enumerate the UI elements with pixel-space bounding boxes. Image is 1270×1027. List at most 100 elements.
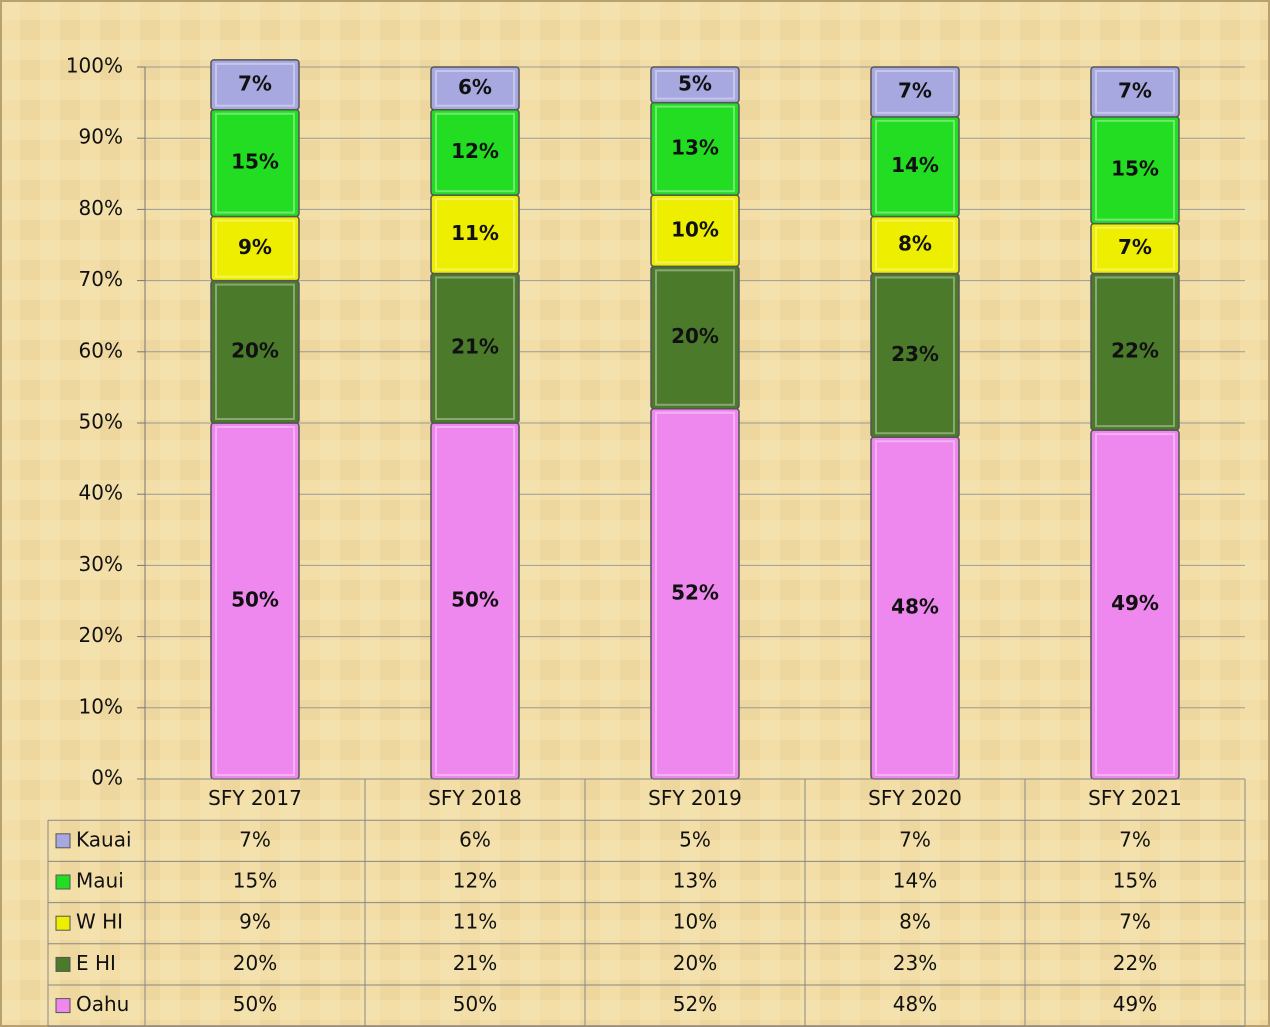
- table-cell: 52%: [673, 992, 717, 1016]
- bar-bevel: [1095, 119, 1175, 221]
- table-cell: 9%: [239, 910, 271, 934]
- bar-bevel: [875, 276, 955, 435]
- table-cell: 48%: [893, 992, 937, 1016]
- legend-swatch: [55, 833, 71, 849]
- data-label: 10%: [671, 217, 719, 241]
- table-cell: 7%: [1119, 910, 1151, 934]
- table-cell: 50%: [233, 992, 277, 1016]
- data-label: 22%: [1111, 338, 1159, 362]
- data-label: 9%: [238, 235, 272, 259]
- bar-bevel: [655, 411, 735, 776]
- table-cell: 49%: [1113, 992, 1157, 1016]
- legend-swatch: [55, 956, 71, 972]
- table-cell: 6%: [459, 827, 491, 851]
- table-cell: 11%: [453, 910, 497, 934]
- bar-segment: [1090, 66, 1180, 118]
- bar-segment: [650, 66, 740, 104]
- bar-bevel: [1095, 433, 1175, 776]
- table-cell: 21%: [453, 951, 497, 975]
- data-label: 11%: [451, 221, 499, 245]
- bar-bevel: [1095, 226, 1175, 271]
- bar-segment: [430, 66, 520, 111]
- bar-bevel: [875, 219, 955, 271]
- y-tick-label: 90%: [79, 125, 123, 149]
- legend-label: Maui: [76, 869, 124, 893]
- bar-bevel: [215, 62, 295, 107]
- legend-label: W HI: [76, 910, 123, 934]
- y-tick-label: 60%: [79, 338, 123, 362]
- data-label: 21%: [451, 335, 499, 359]
- data-label: 8%: [898, 232, 932, 256]
- y-tick-label: 30%: [79, 552, 123, 576]
- table-cell: 10%: [673, 910, 717, 934]
- bar-segment: [210, 59, 300, 111]
- data-label: 20%: [231, 338, 279, 362]
- legend-label: E HI: [76, 951, 116, 975]
- data-label: 20%: [671, 324, 719, 348]
- data-label: 13%: [671, 135, 719, 159]
- legend-swatch: [55, 915, 71, 931]
- bar-bevel: [875, 440, 955, 776]
- y-tick-label: 100%: [66, 54, 123, 78]
- bar-bevel: [435, 70, 515, 107]
- data-label: 49%: [1111, 591, 1159, 615]
- table-cell: 50%: [453, 992, 497, 1016]
- table-cell: 5%: [679, 827, 711, 851]
- y-tick-label: 40%: [79, 481, 123, 505]
- legend-swatch: [55, 998, 71, 1014]
- data-label: 5%: [678, 71, 712, 95]
- y-tick-label: 0%: [91, 766, 123, 790]
- table-cell: 15%: [233, 869, 277, 893]
- table-cell: 15%: [1113, 869, 1157, 893]
- table-cell: 12%: [453, 869, 497, 893]
- table-cell: 23%: [893, 951, 937, 975]
- data-label: 7%: [238, 71, 272, 95]
- bar-bevel: [655, 198, 735, 264]
- bar-bevel: [875, 119, 955, 214]
- bar-bevel: [875, 70, 955, 114]
- y-tick-label: 50%: [79, 410, 123, 434]
- data-label: 7%: [898, 78, 932, 102]
- table-cell: 14%: [893, 869, 937, 893]
- bar-bevel: [215, 112, 295, 214]
- data-label: 6%: [458, 75, 492, 99]
- data-label: 7%: [1118, 78, 1152, 102]
- x-tick-label: SFY 2021: [1088, 786, 1182, 810]
- legend-label: Kauai: [76, 827, 132, 851]
- table-cell: 22%: [1113, 951, 1157, 975]
- x-tick-label: SFY 2019: [648, 786, 742, 810]
- bar-bevel: [435, 276, 515, 421]
- bar-bevel: [215, 283, 295, 420]
- table-cell: 13%: [673, 869, 717, 893]
- data-label: 48%: [891, 595, 939, 619]
- bar-bevel: [1095, 70, 1175, 114]
- bar-bevel: [435, 426, 515, 776]
- data-label: 7%: [1118, 235, 1152, 259]
- data-label: 14%: [891, 153, 939, 177]
- bar-bevel: [655, 105, 735, 193]
- bar-segment: [870, 66, 960, 118]
- table-cell: 7%: [239, 827, 271, 851]
- y-tick-label: 80%: [79, 196, 123, 220]
- bar-bevel: [435, 112, 515, 193]
- y-tick-label: 70%: [79, 267, 123, 291]
- bar-bevel: [655, 269, 735, 406]
- table-cell: 20%: [673, 951, 717, 975]
- legend-label: Oahu: [76, 992, 129, 1016]
- data-label: 50%: [451, 588, 499, 612]
- bar-bevel: [435, 198, 515, 271]
- x-tick-label: SFY 2017: [208, 786, 302, 810]
- legend-swatch: [55, 874, 71, 890]
- data-label: 15%: [231, 150, 279, 174]
- data-label: 50%: [231, 588, 279, 612]
- table-cell: 7%: [899, 827, 931, 851]
- y-tick-label: 20%: [79, 623, 123, 647]
- table-cell: 8%: [899, 910, 931, 934]
- y-tick-label: 10%: [79, 694, 123, 718]
- table-cell: 20%: [233, 951, 277, 975]
- table-cell: 7%: [1119, 827, 1151, 851]
- data-label: 52%: [671, 580, 719, 604]
- data-label: 15%: [1111, 157, 1159, 181]
